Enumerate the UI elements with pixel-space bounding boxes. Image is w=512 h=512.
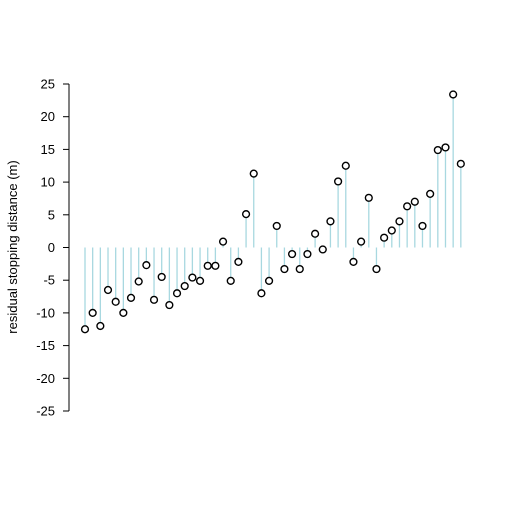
residual-point	[441, 143, 450, 152]
residual-point	[249, 169, 258, 178]
y-tick-label: -20	[36, 371, 55, 386]
residual-point	[303, 249, 312, 259]
residual-point	[165, 300, 174, 310]
residual-point	[318, 245, 327, 254]
y-tick-label: 25	[41, 77, 55, 92]
residual-point	[449, 90, 458, 99]
residual-point	[103, 285, 113, 295]
residual-point	[341, 161, 350, 170]
residual-point	[134, 277, 143, 286]
y-tick-label: -25	[36, 404, 55, 419]
residual-point	[326, 217, 335, 226]
y-tick-label: -15	[36, 338, 55, 353]
residual-point	[264, 276, 274, 285]
residual-point	[172, 289, 182, 298]
y-tick-label: 10	[41, 175, 55, 190]
residual-point	[234, 257, 243, 266]
residual-point	[157, 272, 166, 282]
residual-point	[287, 249, 297, 259]
residual-point	[119, 308, 128, 318]
residual-point	[311, 229, 320, 238]
residual-point	[241, 210, 251, 219]
residual-point	[111, 297, 120, 306]
residual-point	[387, 226, 396, 235]
residual-points	[80, 90, 465, 334]
residual-point	[218, 237, 228, 246]
residual-point	[149, 295, 159, 304]
residual-point	[418, 221, 427, 231]
residual-point	[88, 308, 97, 318]
residual-point	[280, 264, 289, 274]
residual-point	[426, 189, 435, 198]
residual-point	[372, 264, 381, 274]
y-tick-label: 20	[41, 109, 55, 124]
y-tick-label: 5	[48, 207, 55, 222]
residual-point	[334, 177, 343, 186]
residual-point	[80, 325, 90, 334]
y-tick-label: 0	[48, 240, 55, 255]
residual-point	[142, 261, 151, 270]
residual-point	[226, 276, 235, 285]
residual-stems	[84, 94, 462, 330]
residual-point	[349, 257, 358, 266]
residual-point	[126, 293, 136, 302]
residual-point	[211, 261, 220, 270]
residual-point	[395, 217, 404, 226]
y-tick-label: -5	[43, 273, 55, 288]
residual-point	[257, 289, 266, 298]
residual-point	[272, 221, 281, 231]
y-axis: 25 20 15 10 5 0 -5 -10 -15 -20 -25	[36, 77, 70, 419]
y-tick-label: 15	[41, 142, 55, 157]
residual-point	[364, 193, 373, 202]
residual-point	[203, 261, 212, 270]
y-tick-label: -10	[36, 305, 55, 320]
residual-point	[410, 197, 419, 206]
residual-point	[357, 237, 366, 246]
residual-point	[180, 281, 189, 291]
residual-point	[188, 273, 197, 282]
residual-point	[380, 233, 389, 242]
residual-point	[403, 202, 412, 211]
residual-point	[456, 159, 465, 168]
y-axis-title: residual stopping distance (m)	[5, 160, 20, 333]
residual-point	[195, 276, 205, 285]
residual-point	[295, 264, 304, 274]
residual-point	[96, 321, 105, 331]
residual-point	[433, 145, 442, 155]
